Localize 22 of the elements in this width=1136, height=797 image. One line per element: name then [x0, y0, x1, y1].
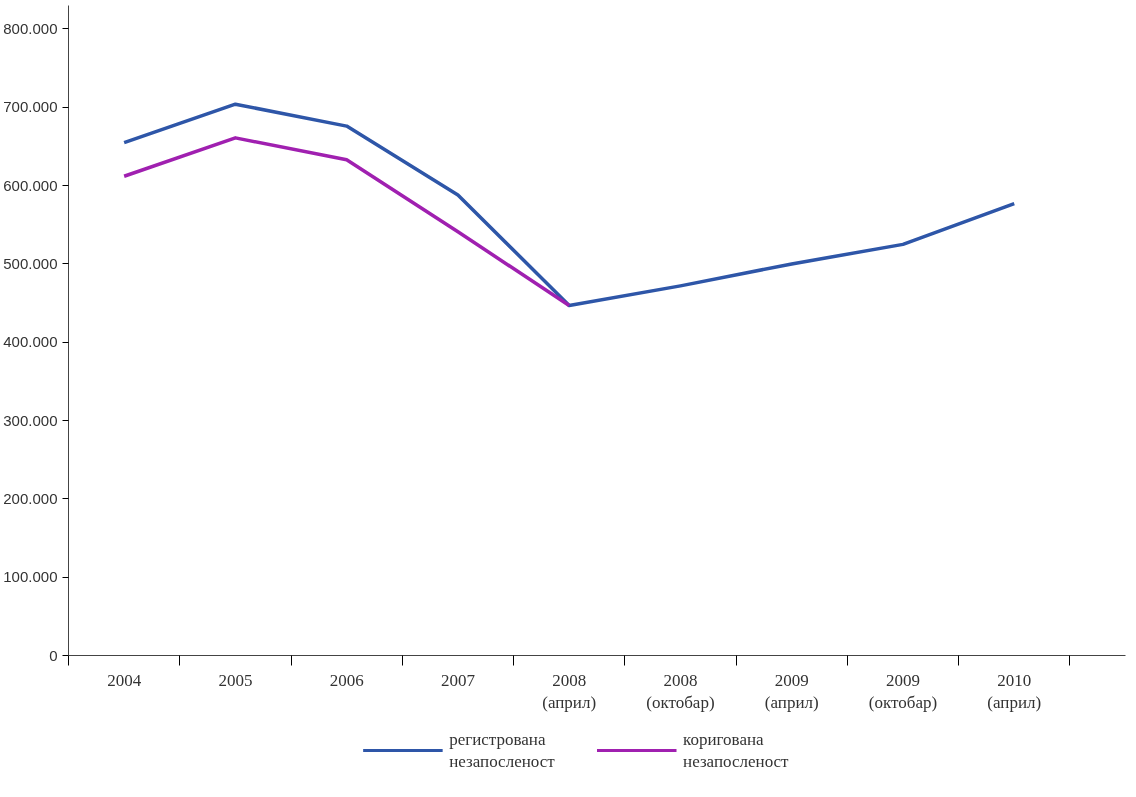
x-tick-label: 2009 (октобар)	[868, 670, 938, 713]
x-tick-label: 2006	[329, 670, 364, 690]
y-tick-label: 800.000	[3, 19, 58, 37]
y-tick-label: 500.000	[3, 254, 58, 272]
y-tick-label: 200.000	[3, 489, 58, 507]
line-series	[122, 136, 571, 308]
legend-label: коригована незапосленост	[683, 729, 790, 772]
x-tick-label: 2004	[107, 670, 142, 690]
y-tick-label: 100.000	[3, 568, 58, 586]
x-tick-label: 2005	[218, 670, 253, 690]
legend-label: регистрована незапосленост	[449, 729, 556, 772]
x-tick-label: 2007	[440, 670, 476, 690]
line-series	[122, 102, 1016, 308]
y-tick-label: 0	[49, 646, 58, 664]
y-tick-label: 600.000	[3, 176, 58, 194]
x-tick-label: 2009 (април)	[764, 670, 819, 713]
y-tick-label: 400.000	[3, 333, 58, 351]
x-tick-label: 2010 (април)	[987, 670, 1042, 713]
y-tick-label: 300.000	[3, 411, 58, 429]
x-tick-label: 2008 (октобар)	[646, 670, 715, 713]
x-tick-label: 2008 (април)	[542, 670, 597, 713]
y-tick-label: 700.000	[3, 98, 58, 116]
